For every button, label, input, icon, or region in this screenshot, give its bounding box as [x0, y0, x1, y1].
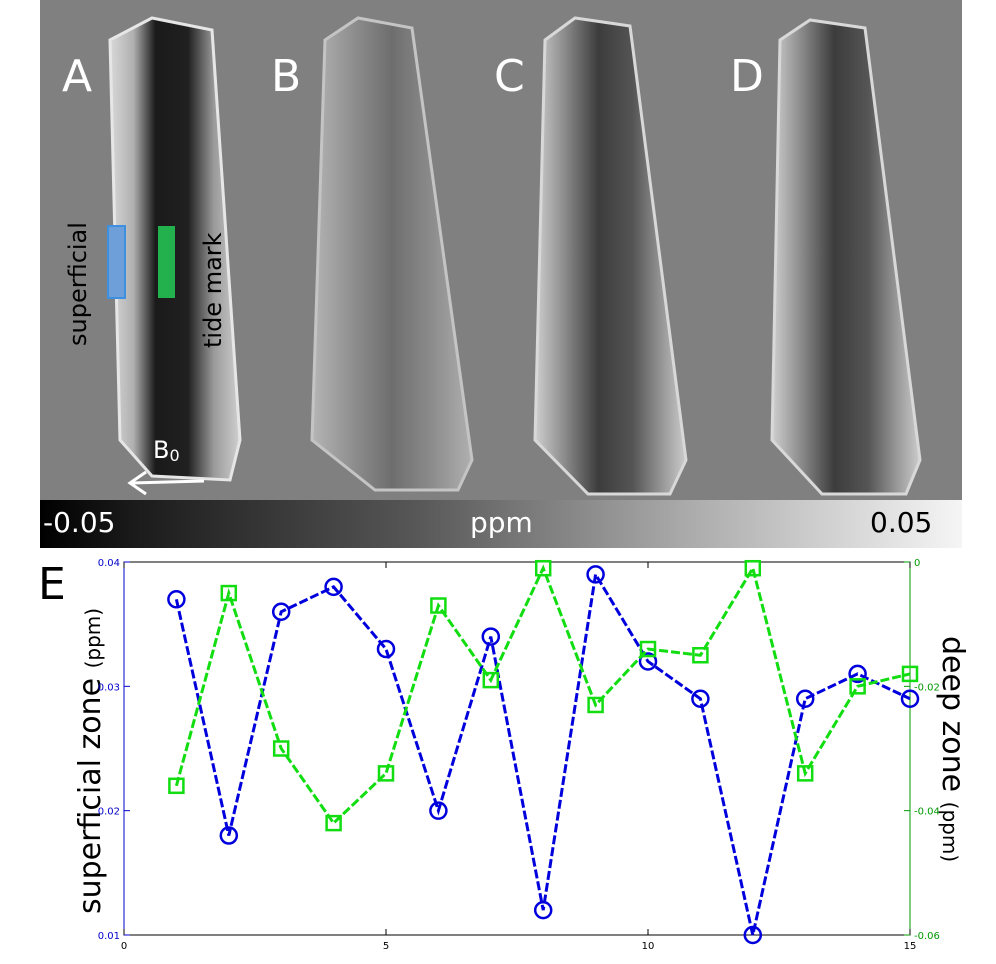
data-point-1 — [220, 584, 238, 602]
data-point-1 — [377, 765, 395, 782]
plot-frame — [123, 561, 911, 936]
series-line-0 — [174, 570, 911, 936]
colorbar — [40, 500, 962, 548]
colorbar-unit-label: ppm — [470, 506, 533, 539]
data-point-0 — [795, 689, 815, 709]
data-point-1 — [744, 559, 762, 577]
data-point-1 — [639, 640, 657, 658]
data-point-0 — [638, 652, 658, 671]
data-point-1 — [325, 814, 342, 832]
data-point-0 — [586, 565, 605, 584]
x-tick-label: 10 — [642, 941, 655, 952]
panel-label-a: A — [62, 51, 93, 102]
data-point-0 — [219, 826, 239, 845]
right-y-tick-label: 0 — [914, 558, 920, 569]
data-point-1 — [587, 696, 604, 714]
left-axis-label: superficial zone (ppm) — [73, 607, 108, 914]
data-point-0 — [691, 689, 710, 709]
b0-arrow — [127, 470, 205, 496]
data-point-1 — [430, 597, 447, 614]
data-point-1 — [534, 559, 552, 577]
left-y-tick-label: 0.04 — [98, 558, 120, 569]
sample-d — [770, 18, 922, 496]
data-point-1 — [692, 647, 709, 664]
series-line-1 — [174, 564, 911, 826]
panel-images — [107, 16, 922, 496]
deep-roi — [158, 226, 175, 298]
data-point-1 — [901, 665, 919, 683]
data-point-1 — [272, 740, 290, 757]
panel-label-e: E — [38, 559, 66, 610]
tide-mark-label: tide mark — [199, 232, 227, 348]
data-point-1 — [168, 777, 185, 795]
data-point-0 — [167, 590, 186, 609]
right-axis-label: deep zone (ppm) — [935, 636, 970, 863]
data-point-1 — [849, 678, 866, 695]
data-point-0 — [271, 602, 291, 621]
b0-label: B0 — [153, 436, 180, 465]
data-point-0 — [429, 801, 448, 820]
sample-b — [310, 16, 474, 492]
data-point-1 — [796, 765, 814, 782]
panel-label-d: D — [730, 51, 764, 102]
data-point-0 — [848, 664, 867, 684]
superficial-roi — [107, 225, 126, 299]
left-y-tick-label: 0.01 — [98, 931, 120, 942]
superficial-label: superficial — [64, 222, 92, 346]
x-tick-label: 15 — [904, 941, 917, 952]
data-point-0 — [481, 627, 501, 646]
panel-label-c: C — [494, 51, 525, 102]
panel-label-b: B — [271, 51, 302, 102]
data-point-0 — [743, 925, 763, 945]
colorbar-max-label: 0.05 — [870, 506, 933, 539]
x-tick-label: 5 — [383, 941, 389, 952]
right-y-tick-label: -0.06 — [914, 931, 940, 942]
data-point-0 — [900, 689, 920, 709]
data-point-1 — [482, 671, 500, 689]
x-tick-label: 0 — [121, 941, 127, 952]
data-point-0 — [324, 577, 343, 597]
data-point-0 — [533, 900, 553, 920]
colorbar-min-label: -0.05 — [43, 506, 116, 539]
mri-panels — [40, 0, 962, 500]
sample-c — [533, 16, 688, 496]
data-point-0 — [376, 639, 396, 659]
